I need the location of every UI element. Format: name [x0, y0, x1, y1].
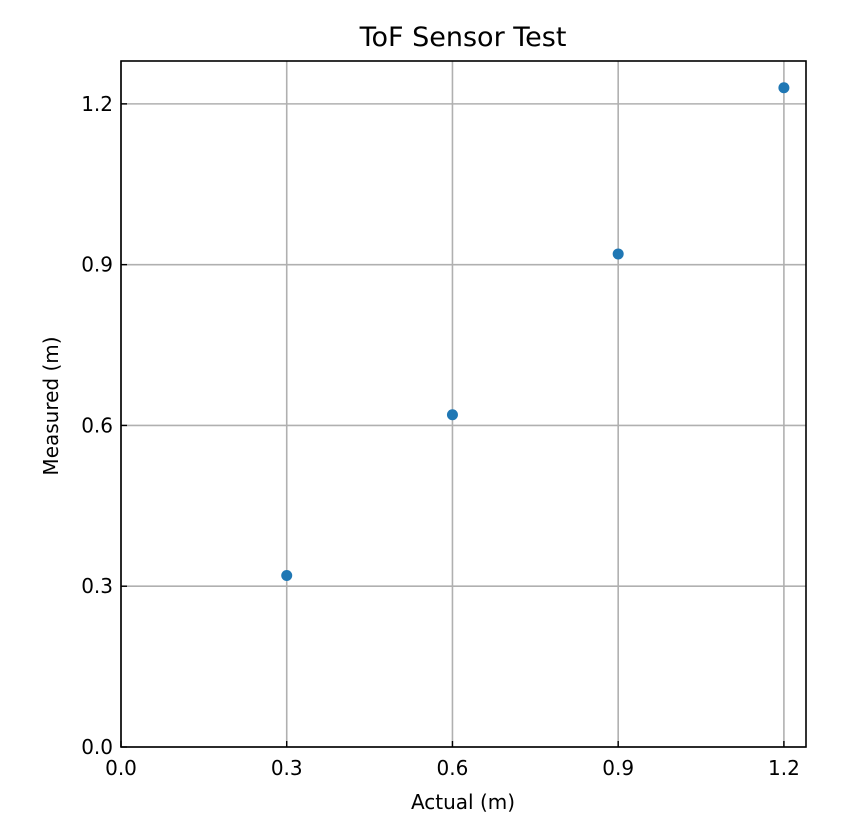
- data-point: [446, 409, 458, 421]
- data-point: [281, 570, 293, 581]
- y-tick-label: 0.0: [81, 735, 113, 759]
- x-tick-label: 1.2: [768, 756, 800, 780]
- y-axis-label: Measured (m): [39, 336, 63, 475]
- y-axis-ticks: 0.0 0.3 0.6 0.9 1.2: [81, 92, 127, 759]
- data-point: [778, 82, 790, 94]
- plot-area-frame: [120, 60, 807, 748]
- y-tick-label: 0.6: [81, 413, 113, 437]
- data-point: [612, 248, 624, 260]
- x-tick-label: 0.9: [602, 756, 634, 780]
- x-axis-ticks: 0.0 0.3 0.6 0.9 1.2: [105, 741, 800, 780]
- grid-lines: [120, 61, 806, 748]
- x-tick-label: 0.6: [437, 756, 469, 780]
- chart-title: ToF Sensor Test: [359, 22, 567, 53]
- y-tick-label: 0.3: [81, 574, 113, 598]
- x-tick-label: 0.3: [271, 756, 303, 780]
- x-tick-label: 0.0: [105, 756, 137, 780]
- x-axis-label: Actual (m): [411, 790, 515, 814]
- y-tick-label: 0.9: [81, 253, 113, 277]
- data-points: [281, 82, 790, 581]
- y-tick-label: 1.2: [81, 92, 113, 116]
